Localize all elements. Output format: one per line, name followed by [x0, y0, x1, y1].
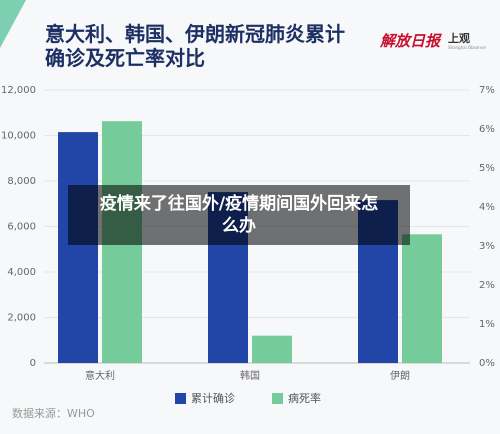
- source-note: 数据来源：WHO: [12, 406, 95, 420]
- legend-swatch: [175, 393, 186, 404]
- y-tick-label: 8,000: [7, 176, 36, 187]
- y-tick-label: 10,000: [1, 131, 36, 142]
- y2-tick-label: 7%: [479, 85, 495, 96]
- corner-decoration: [0, 0, 26, 48]
- legend-label: 累计确诊: [191, 391, 235, 405]
- legend-swatch: [272, 393, 283, 404]
- y2-tick-label: 1%: [479, 319, 495, 330]
- y2-tick-label: 4%: [479, 202, 495, 213]
- y2-tick-label: 6%: [479, 124, 495, 135]
- y2-tick-label: 0%: [479, 358, 495, 369]
- y-tick-label: 12,000: [1, 85, 36, 96]
- y2-tick-label: 5%: [479, 163, 495, 174]
- x-tick-label: 伊朗: [390, 370, 410, 382]
- y-tick-label: 4,000: [7, 267, 36, 278]
- bar: [402, 234, 442, 363]
- banner-text: 疫情来了往国外/疫情期间国外回来怎么办: [99, 194, 379, 236]
- legend-label: 病死率: [288, 391, 321, 405]
- bar: [58, 132, 98, 363]
- y-tick-label: 0: [30, 358, 36, 369]
- x-tick-label: 韩国: [240, 369, 260, 382]
- logo: 上观: [448, 32, 470, 45]
- x-tick-label: 意大利: [85, 369, 115, 382]
- y-tick-label: 6,000: [7, 222, 36, 233]
- bar: [252, 335, 292, 363]
- y2-tick-label: 2%: [479, 280, 495, 291]
- y2-tick-label: 3%: [479, 241, 495, 252]
- y-tick-label: 2,000: [7, 313, 36, 324]
- overlay-banner: 疫情来了往国外/疫情期间国外回来怎么办: [68, 185, 410, 245]
- chart-title: 意大利、韩国、伊朗新冠肺炎累计确诊及死亡率对比: [45, 22, 345, 70]
- logo: 解放日报: [380, 32, 441, 50]
- logo-subtitle: Shanghai Observer: [448, 45, 487, 50]
